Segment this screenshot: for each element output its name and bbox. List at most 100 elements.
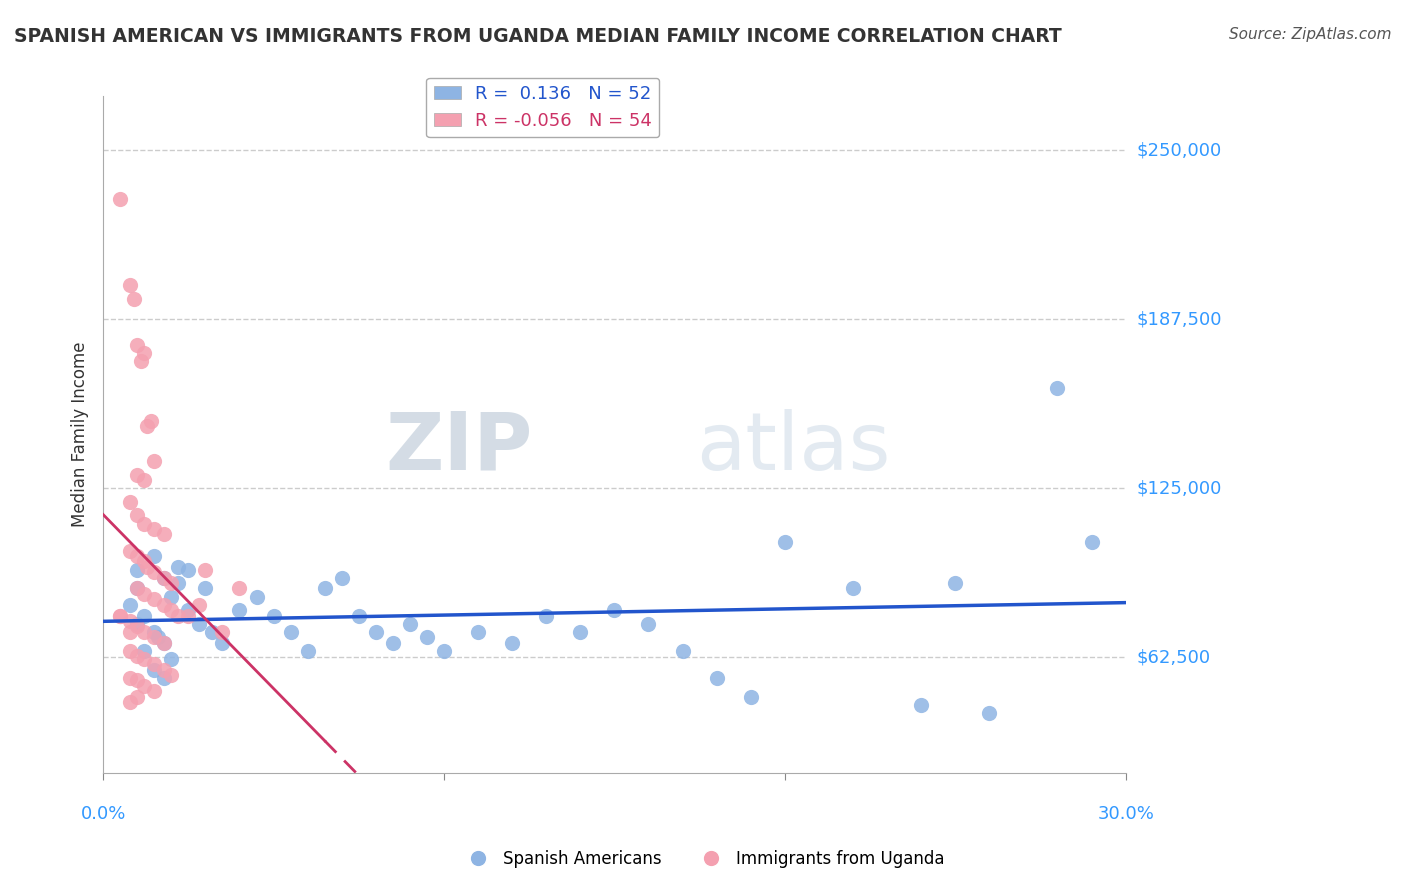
Point [177,603,200,617]
Point [160,668,183,682]
Text: SPANISH AMERICAN VS IMMIGRANTS FROM UGANDA MEDIAN FAMILY INCOME CORRELATION CHAR: SPANISH AMERICAN VS IMMIGRANTS FROM UGAN… [14,27,1062,45]
Point [211,624,233,639]
Point [910,698,932,712]
Point [129,354,152,368]
Text: atlas: atlas [696,409,890,487]
Point [136,559,159,574]
Point [153,571,176,585]
Point [127,690,149,704]
Point [132,679,155,693]
Point [139,414,162,428]
Point [167,559,190,574]
Point [127,619,149,633]
Point [120,671,142,685]
Text: $250,000: $250,000 [1137,141,1222,159]
Point [153,571,176,585]
Point [842,582,865,596]
Point [228,603,250,617]
Point [153,671,176,685]
Point [364,624,387,639]
Point [534,608,557,623]
Point [127,467,149,482]
Point [167,608,190,623]
Point [120,598,142,612]
Point [120,278,142,293]
Point [706,671,728,685]
Point [127,562,149,576]
Point [143,657,166,672]
Point [153,598,176,612]
Point [132,473,155,487]
Point [143,663,166,677]
Point [120,644,142,658]
Point [122,292,145,306]
Text: $187,500: $187,500 [1137,310,1222,328]
Point [501,635,523,649]
Text: $125,000: $125,000 [1137,479,1222,498]
Point [136,419,159,434]
Legend: R =  0.136   N = 52, R = -0.056   N = 54: R = 0.136 N = 52, R = -0.056 N = 54 [426,78,659,137]
Point [330,571,353,585]
Point [127,508,149,523]
Point [943,576,966,591]
Point [211,635,233,649]
Point [143,684,166,698]
Point [143,522,166,536]
Point [153,663,176,677]
Point [120,695,142,709]
Point [146,630,169,644]
Point [108,608,131,623]
Point [160,576,183,591]
Point [160,652,183,666]
Point [143,454,166,468]
Point [132,644,155,658]
Point [187,616,209,631]
Point [263,608,285,623]
Point [132,516,155,531]
Point [120,624,142,639]
Point [160,603,183,617]
Point [167,576,190,591]
Point [108,608,131,623]
Text: 30.0%: 30.0% [1097,805,1154,823]
Point [132,652,155,666]
Point [132,624,155,639]
Point [187,598,209,612]
Point [194,562,217,576]
Point [120,543,142,558]
Point [127,582,149,596]
Point [143,624,166,639]
Point [132,346,155,360]
Point [143,566,166,580]
Point [314,582,336,596]
Point [228,582,250,596]
Point [153,527,176,541]
Point [1046,381,1069,395]
Point [347,608,370,623]
Point [433,644,456,658]
Text: $62,500: $62,500 [1137,648,1211,666]
Point [416,630,439,644]
Point [127,673,149,688]
Point [280,624,302,639]
Text: 0.0%: 0.0% [80,805,125,823]
Point [127,549,149,563]
Point [637,616,659,631]
Point [153,635,176,649]
Point [603,603,626,617]
Legend: Spanish Americans, Immigrants from Uganda: Spanish Americans, Immigrants from Ugand… [454,844,952,875]
Point [1080,535,1102,549]
Point [671,644,693,658]
Point [143,630,166,644]
Point [194,582,217,596]
Point [127,649,149,664]
Point [132,587,155,601]
Point [120,614,142,628]
Point [245,590,267,604]
Point [143,592,166,607]
Point [569,624,592,639]
Point [177,608,200,623]
Point [979,706,1001,720]
Point [399,616,422,631]
Point [153,635,176,649]
